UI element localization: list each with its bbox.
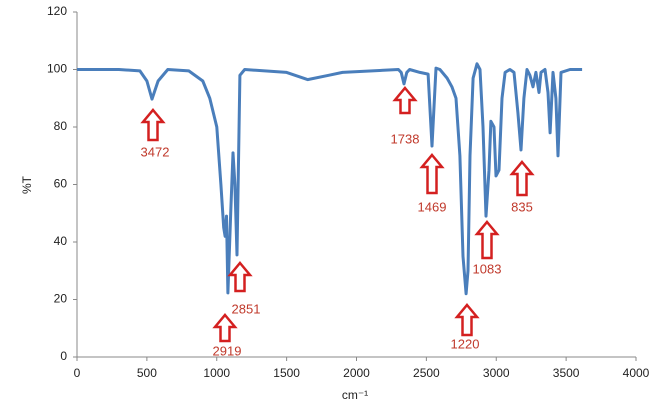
annotation-arrow — [474, 220, 500, 260]
y-tick-label: 20 — [54, 292, 68, 306]
y-tick-label: 100 — [47, 62, 67, 76]
annotation-arrow — [419, 153, 445, 195]
x-tick-label: 1000 — [203, 366, 230, 380]
y-tick-label: 40 — [54, 234, 68, 248]
annotation-label: 1220 — [451, 336, 480, 351]
annotation-label: 2919 — [213, 343, 242, 358]
x-tick-label: 4000 — [623, 366, 650, 380]
x-tick-label: 3500 — [553, 366, 580, 380]
y-tick-label: 60 — [54, 177, 68, 191]
annotation-arrow — [454, 303, 480, 337]
y-axis-label: %T — [20, 175, 34, 194]
x-tick-label: 1500 — [273, 366, 300, 380]
annotation-arrow — [392, 86, 418, 115]
annotation-label: 1083 — [473, 261, 502, 276]
x-tick-label: 2000 — [343, 366, 370, 380]
annotation-arrow — [509, 160, 535, 197]
y-tick-label: 120 — [47, 4, 67, 18]
annotation-label: 2851 — [232, 301, 261, 316]
spectrum-line — [77, 62, 583, 296]
y-tick-label: 80 — [54, 119, 68, 133]
annotation-label: 835 — [511, 199, 533, 214]
y-tick-label: 0 — [60, 349, 67, 363]
annotation-arrow — [140, 108, 166, 142]
x-tick-label: 3000 — [483, 366, 510, 380]
x-axis-label: cm⁻¹ — [342, 388, 368, 402]
annotation-label: 1469 — [418, 199, 447, 214]
annotation-label: 1738 — [391, 131, 420, 146]
x-tick-label: 2500 — [413, 366, 440, 380]
x-tick-label: 500 — [137, 366, 157, 380]
annotation-arrow — [227, 261, 253, 293]
annotation-label: 3472 — [141, 144, 170, 159]
annotation-arrow — [212, 313, 238, 343]
x-tick-label: 0 — [74, 366, 81, 380]
